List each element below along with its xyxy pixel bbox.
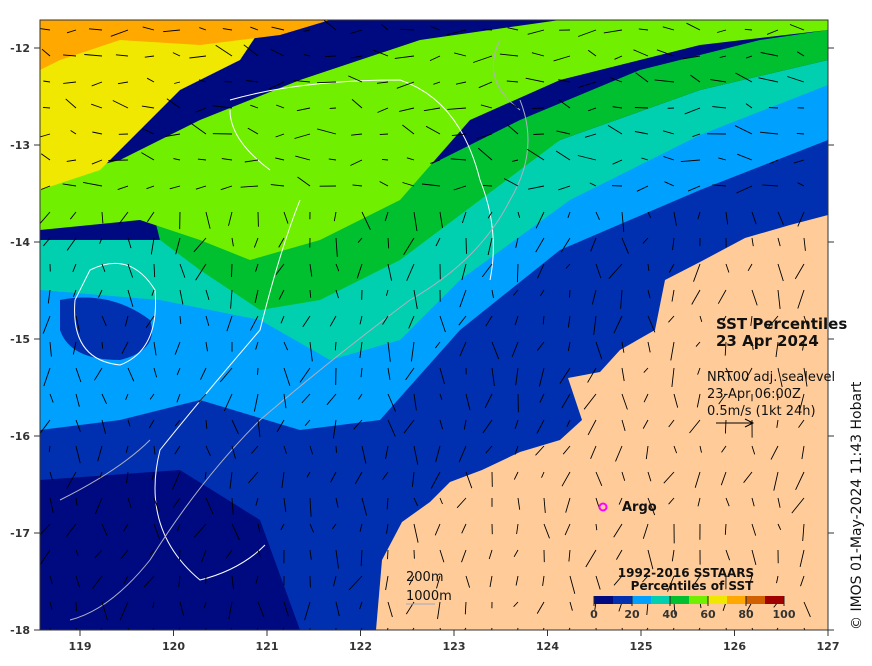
isobath-200m-label: 200m [406,570,443,585]
x-tick-label: 120 [162,640,185,653]
map-frame [39,19,829,631]
colorbar-tick-label: 0 [590,608,598,621]
argo-label: Argo [622,500,657,515]
legend-title2: Percentiles of SST [631,579,754,593]
y-tick-label: -14 [10,236,30,249]
colorbar-swatch [727,596,746,604]
sst-field [40,20,828,630]
current-arrows [40,20,811,630]
y-tick-label: -15 [10,333,30,346]
colorbar-tick-label: 100 [773,608,796,621]
current-vectors [40,20,811,630]
x-tick-label: 125 [630,640,653,653]
colorbar-swatch [746,596,765,604]
x-tick-label: 121 [256,640,279,653]
colorbar-swatch [708,596,727,604]
y-tick-label: -16 [10,430,30,443]
colorbar-tick-label: 40 [662,608,678,621]
zone-70-80 [40,20,330,70]
copyright: © IMOS 01-May-2024 11:43 Hobart [849,381,865,630]
colorbar-swatch [670,596,689,604]
colorbar-tick-label: 60 [700,608,716,621]
map-title-line2: 23 Apr 2024 [716,332,819,350]
x-tick-label: 123 [443,640,466,653]
zone-50-60 [40,20,828,260]
land [376,215,828,630]
colorbar-swatch [632,596,651,604]
currents-scale: 0.5m/s (1kt 24h) [707,404,816,419]
y-tick-label: -17 [10,527,30,540]
colorbar-swatch [765,596,784,604]
colorbar-swatch [613,596,632,604]
currents-time: 23-Apr 06:00Z [707,387,801,402]
legend-title1: 1992-2016 SSTAARS [618,566,754,580]
colorbar-tick-label: 20 [624,608,640,621]
x-tick-label: 124 [536,640,559,653]
x-tick-label: 127 [817,640,840,653]
isobath-1000m [59,39,529,621]
colorbar-swatch [689,596,708,604]
y-tick-label: -18 [10,624,30,637]
x-tick-label: 126 [723,640,746,653]
x-tick-label: 119 [69,640,92,653]
map-title-line1: SST Percentiles [716,315,847,333]
isobath-1000m-label: 1000m [406,589,452,604]
y-axis: -12 -13 -14 -15 -16 -17 -18 [10,42,834,637]
argo-float-icon[interactable] [598,502,608,512]
y-tick-label: -12 [10,42,30,55]
x-axis: 119 120 121 122 123 124 125 126 127 [69,630,840,653]
x-tick-label: 122 [349,640,372,653]
currents-source: NRT00 adj. sealevel [707,370,835,385]
zone-60-70 [40,30,260,190]
colorbar: 0 20 40 60 80 100 [590,596,796,621]
colorbar-swatch [594,596,613,604]
isobath-200m [74,79,494,581]
colorbar-swatch [651,596,670,604]
y-tick-label: -13 [10,139,30,152]
colorbar-tick-label: 80 [738,608,754,621]
scale-arrow-icon [716,418,755,428]
